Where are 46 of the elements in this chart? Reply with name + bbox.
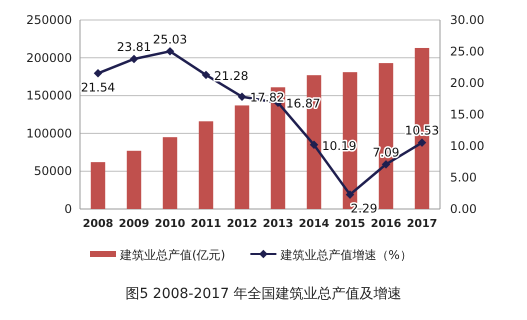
- x-tick-label: 2016: [370, 217, 402, 230]
- y2-tick-label: 0.00: [450, 202, 477, 216]
- point: [418, 138, 426, 147]
- x-tick-label: 2009: [118, 217, 150, 230]
- point: [382, 160, 390, 169]
- point: [310, 140, 318, 150]
- legend-label: 建筑业总产值(亿元): [119, 248, 226, 262]
- data-label: 2.29: [350, 202, 378, 216]
- data-label: 21.54: [80, 80, 116, 94]
- data-label: 17.82: [250, 90, 284, 105]
- point: [238, 92, 246, 101]
- bar: [162, 137, 178, 209]
- y2-tick-label: 10.00: [450, 139, 484, 153]
- bar: [90, 162, 106, 209]
- point: [166, 47, 174, 56]
- bar: [234, 105, 250, 209]
- data-label: 23.81: [116, 40, 152, 54]
- bar: [126, 150, 142, 209]
- y-tick-label: 100000: [26, 126, 72, 140]
- y2-tick-label: 20.00: [450, 76, 484, 90]
- point: [346, 190, 354, 199]
- data-label: 21.28: [214, 68, 248, 83]
- y2-tick-label: 25.00: [450, 44, 484, 58]
- x-tick-label: 2013: [262, 217, 294, 230]
- x-tick-label: 2014: [298, 217, 330, 230]
- text: 图5 2008-2017 年全国建筑业总产值及增速: [125, 286, 402, 302]
- bar: [198, 121, 214, 209]
- y-tick-label: 200000: [26, 50, 72, 65]
- x-tick-label: 2015: [334, 217, 366, 230]
- data-label: 25.03: [152, 32, 188, 46]
- y2-tick-label: 15.00: [450, 108, 484, 122]
- point: [130, 54, 138, 64]
- point: [202, 70, 210, 80]
- x-tick-label: 2008: [82, 217, 114, 230]
- x-tick-label: 2010: [154, 217, 186, 230]
- y-tick-label: 150000: [26, 88, 72, 103]
- x-tick-label: 2012: [226, 217, 258, 230]
- y-tick-label: 50000: [34, 164, 72, 178]
- x-tick-label: 2017: [406, 217, 438, 230]
- y-tick-label: 250000: [26, 13, 72, 27]
- y2-tick-label: 30.00: [450, 13, 484, 27]
- point: [94, 69, 102, 78]
- legend-label: 建筑业总产值增速（%）: [279, 248, 412, 262]
- y-tick-label: 0: [64, 202, 72, 216]
- y2-tick-label: 5.00: [450, 170, 477, 184]
- x-tick-label: 2011: [190, 217, 222, 230]
